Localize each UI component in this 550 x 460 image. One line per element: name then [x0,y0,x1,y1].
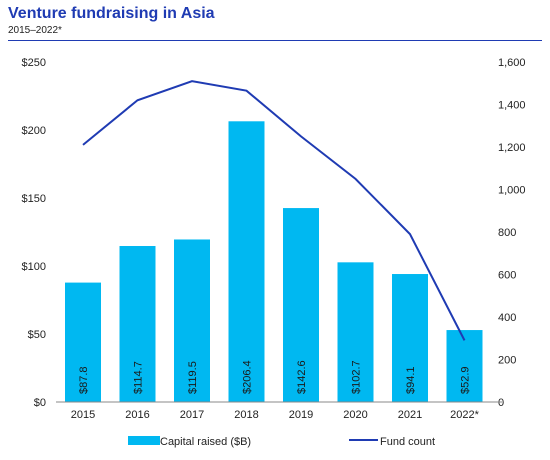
left-tick-label: $200 [22,125,46,137]
left-tick-label: $150 [22,193,46,205]
bar [119,246,156,402]
bar [283,208,319,402]
bar [228,121,265,403]
left-tick-label: $100 [22,261,46,273]
right-tick-label: 1,600 [498,57,526,69]
x-tick-label: 2020 [343,409,367,421]
left-tick-label: $250 [22,57,46,69]
bar [446,330,483,402]
right-tick-label: 400 [498,312,516,324]
right-axis: 0 200 400 600 800 1,000 1,200 1,400 1,600 [498,57,526,409]
x-tick-label: 2021 [398,409,422,421]
fund-count-line [82,80,466,341]
right-tick-label: 1,000 [498,185,526,197]
left-tick-label: $50 [28,329,46,341]
left-axis: $0 $50 $100 $150 $200 $250 [22,57,46,409]
x-axis: 2015 2016 2017 2018 2019 2020 2021 2022* [71,409,480,421]
legend-bar-swatch [128,436,160,445]
bar-value-label: $114.7 [133,361,145,394]
bar [174,239,210,402]
right-tick-label: 0 [498,397,504,409]
right-tick-label: 200 [498,355,516,367]
right-tick-label: 1,200 [498,142,526,154]
x-tick-label: 2016 [125,409,149,421]
legend-line-label: Fund count [380,436,435,448]
bar-series: $87.8 $114.7 $119.5 $206.4 $142.6 $102.7 $94.1… [65,121,483,403]
right-tick-label: 1,400 [498,100,526,112]
chart-subtitle: 2015–2022* [8,25,62,36]
legend-bar-label: Capital raised ($B) [160,436,251,448]
x-tick-label: 2017 [180,409,204,421]
bar [392,274,428,402]
bar-value-label: $52.9 [460,366,472,394]
right-tick-label: 600 [498,270,516,282]
bar-value-label: $94.1 [405,366,417,394]
x-tick-label: 2022* [450,409,479,421]
right-tick-label: 800 [498,227,516,239]
bar [337,262,374,402]
bar-value-label: $87.8 [78,366,90,394]
line-series [82,80,466,341]
chart-title: Venture fundraising in Asia [8,5,215,22]
left-tick-label: $0 [34,397,46,409]
x-tick-label: 2015 [71,409,95,421]
bar-value-label: $142.6 [296,360,308,394]
bar-value-label: $102.7 [351,360,363,394]
x-tick-label: 2018 [234,409,258,421]
title-rule [8,40,542,41]
legend: Capital raised ($B) Fund count [128,436,435,448]
bar-value-label: $206.4 [242,360,254,394]
bar-value-label: $119.5 [187,361,199,394]
x-tick-label: 2019 [289,409,313,421]
bar [65,282,101,402]
